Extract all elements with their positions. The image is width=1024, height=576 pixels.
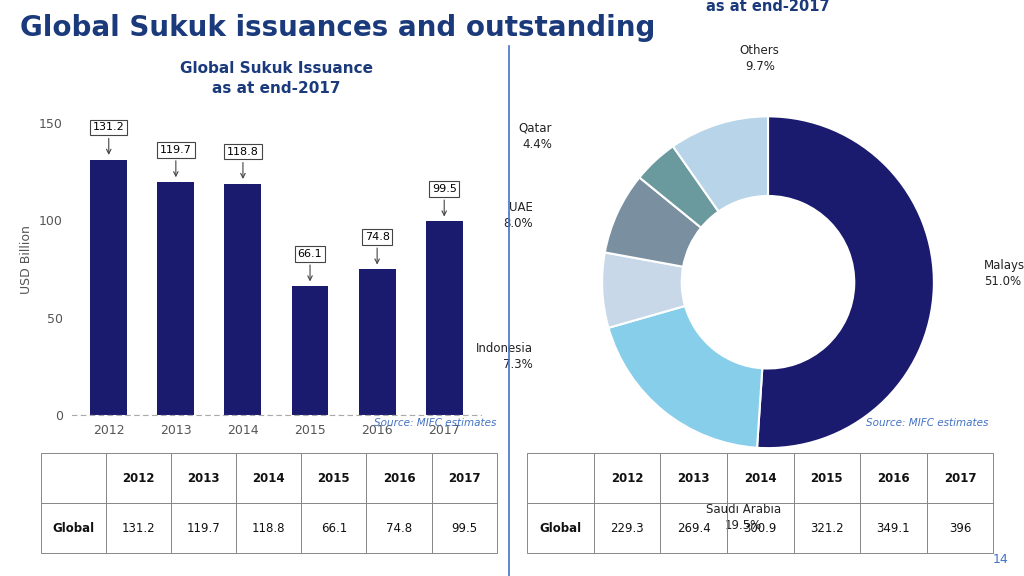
Title: Global Sukuk Issuance
as at end-2017: Global Sukuk Issuance as at end-2017 <box>180 61 373 96</box>
Text: Malaysia
51.0%: Malaysia 51.0% <box>984 259 1024 289</box>
Text: 99.5: 99.5 <box>451 522 477 535</box>
Text: 74.8: 74.8 <box>386 522 412 535</box>
Text: 118.8: 118.8 <box>252 522 286 535</box>
Title: Global Sukuk Outstanding by Domicile
as at end-2017: Global Sukuk Outstanding by Domicile as … <box>609 0 927 14</box>
Text: 396: 396 <box>949 522 971 535</box>
Text: 269.4: 269.4 <box>677 522 711 535</box>
Bar <box>90 160 127 415</box>
Text: 2015: 2015 <box>811 472 843 485</box>
Text: 229.3: 229.3 <box>610 522 644 535</box>
Text: Source: MIFC estimates: Source: MIFC estimates <box>374 418 497 428</box>
Wedge shape <box>757 116 934 448</box>
Text: Source: MIFC estimates: Source: MIFC estimates <box>865 418 988 428</box>
Text: 118.8: 118.8 <box>227 146 259 178</box>
Text: 66.1: 66.1 <box>321 522 347 535</box>
Text: 2014: 2014 <box>744 472 776 485</box>
Wedge shape <box>608 306 762 448</box>
Text: 14: 14 <box>993 552 1009 566</box>
Text: Global Sukuk issuances and outstanding: Global Sukuk issuances and outstanding <box>20 14 655 43</box>
Text: 66.1: 66.1 <box>298 249 323 281</box>
Text: 2017: 2017 <box>944 472 976 485</box>
Text: 2013: 2013 <box>678 472 710 485</box>
Text: Saudi Arabia
19.5%: Saudi Arabia 19.5% <box>706 503 780 532</box>
Text: 119.7: 119.7 <box>186 522 220 535</box>
Text: 119.7: 119.7 <box>160 145 191 176</box>
Text: 2015: 2015 <box>317 472 350 485</box>
Text: Indonesia
7.3%: Indonesia 7.3% <box>475 342 532 372</box>
Text: 131.2: 131.2 <box>122 522 156 535</box>
Wedge shape <box>605 177 701 267</box>
Text: 2013: 2013 <box>187 472 220 485</box>
Bar <box>292 286 329 415</box>
Text: 321.2: 321.2 <box>810 522 844 535</box>
Wedge shape <box>673 116 768 211</box>
Bar <box>158 182 195 415</box>
Text: 99.5: 99.5 <box>432 184 457 215</box>
Text: 2016: 2016 <box>383 472 416 485</box>
Text: 2012: 2012 <box>122 472 155 485</box>
Bar <box>358 270 395 415</box>
Text: 131.2: 131.2 <box>93 123 125 154</box>
Text: 2014: 2014 <box>253 472 285 485</box>
Text: 2012: 2012 <box>611 472 643 485</box>
Text: 2016: 2016 <box>878 472 909 485</box>
Text: 74.8: 74.8 <box>365 232 389 263</box>
Y-axis label: USD Billion: USD Billion <box>20 225 33 294</box>
Bar <box>426 221 463 415</box>
Text: 300.9: 300.9 <box>743 522 777 535</box>
Text: Qatar
4.4%: Qatar 4.4% <box>519 122 552 151</box>
Text: 2017: 2017 <box>447 472 480 485</box>
Text: Global: Global <box>52 522 94 535</box>
Text: 349.1: 349.1 <box>877 522 910 535</box>
Wedge shape <box>602 252 685 328</box>
Text: Global: Global <box>540 522 582 535</box>
Text: UAE
8.0%: UAE 8.0% <box>503 202 532 230</box>
Text: Others
9.7%: Others 9.7% <box>739 44 779 73</box>
Bar <box>224 184 261 415</box>
Wedge shape <box>639 146 719 228</box>
